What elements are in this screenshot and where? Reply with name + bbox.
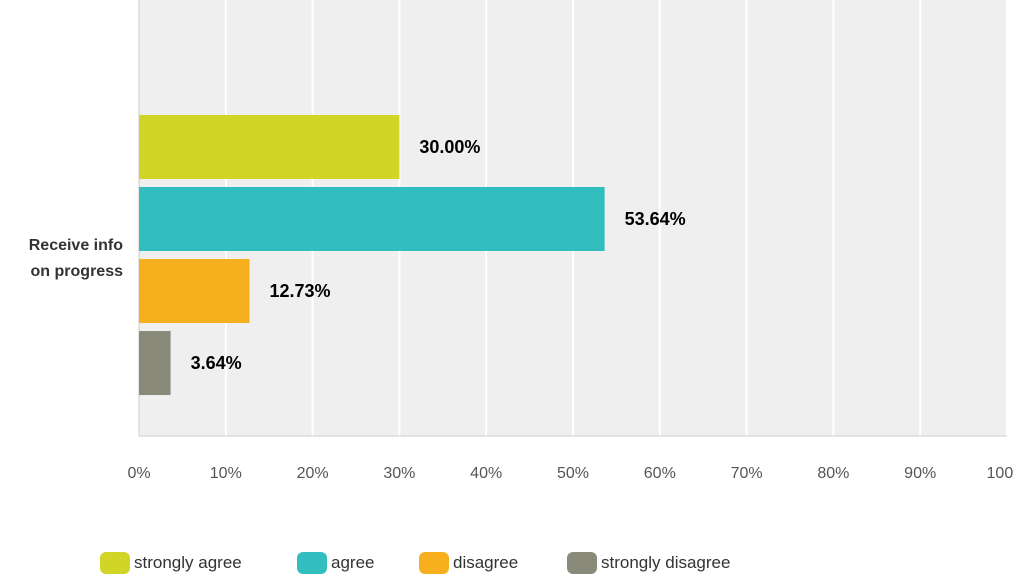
- x-tick-label: 60%: [644, 465, 676, 482]
- data-label: 30.00%: [419, 137, 480, 157]
- x-tick-label: 0%: [127, 465, 150, 482]
- legend-label: strongly disagree: [601, 553, 731, 572]
- legend-swatch: [419, 552, 449, 574]
- legend: strongly agree agree disagree strongly disa…: [0, 552, 1014, 576]
- legend-item: strongly disagree: [567, 552, 730, 574]
- legend-item: agree: [297, 552, 374, 574]
- legend-label: agree: [331, 553, 375, 572]
- bar-agree: [139, 187, 605, 251]
- x-tick-label: 50%: [557, 465, 589, 482]
- bar-strongly-disagree: [139, 331, 171, 395]
- legend-label: disagree: [453, 553, 519, 572]
- legend-item: disagree: [419, 552, 518, 574]
- legend-swatch: [567, 552, 597, 574]
- x-tick-label: 30%: [383, 465, 415, 482]
- x-tick-label: 10%: [210, 465, 242, 482]
- x-tick-label: 70%: [731, 465, 763, 482]
- x-tick-label: 80%: [817, 465, 849, 482]
- legend-label: strongly agree: [134, 553, 242, 572]
- category-label: Receive info: [29, 237, 123, 254]
- bar-disagree: [139, 259, 250, 323]
- data-label: 3.64%: [191, 353, 242, 373]
- category-label: on progress: [31, 263, 124, 280]
- legend-item: strongly agree: [100, 552, 242, 574]
- data-label: 12.73%: [269, 281, 330, 301]
- x-tick-label: 20%: [297, 465, 329, 482]
- legend-swatch: [100, 552, 130, 574]
- bar-strongly-agree: [139, 115, 400, 179]
- x-tick-label: 90%: [904, 465, 936, 482]
- data-label: 53.64%: [625, 209, 686, 229]
- legend-swatch: [297, 552, 327, 574]
- x-tick-label: 100%: [987, 465, 1014, 482]
- x-tick-label: 40%: [470, 465, 502, 482]
